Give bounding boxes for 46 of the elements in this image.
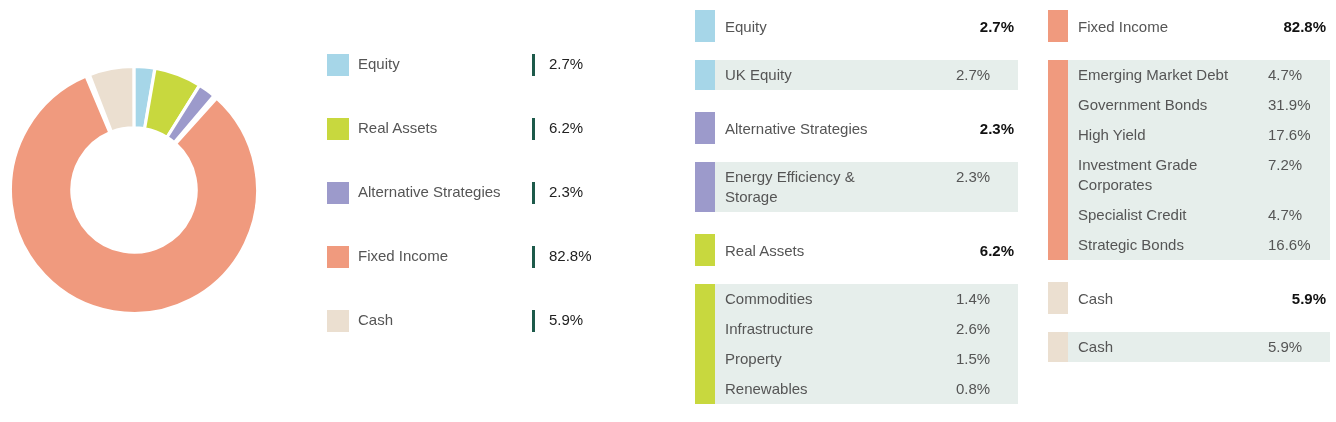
category-label: Cash bbox=[1078, 337, 1114, 357]
text: Alternative Strategies bbox=[724, 119, 869, 137]
text: 2.3% bbox=[956, 168, 991, 185]
category-label: Government Bonds bbox=[1078, 95, 1208, 115]
category-label: Renewables bbox=[725, 379, 808, 399]
text: 5.9% bbox=[1268, 338, 1303, 355]
category-label: Investment Grade Corporates bbox=[1078, 155, 1199, 195]
text: 5.9% bbox=[1291, 289, 1326, 307]
category-label: Emerging Market Debt bbox=[1078, 65, 1229, 85]
category-label: Commodities bbox=[725, 289, 813, 309]
legend-label: Equity bbox=[358, 55, 401, 73]
text: 7.2% bbox=[1268, 156, 1303, 173]
data-label: 5.9% bbox=[549, 311, 584, 329]
text: Real Assets bbox=[724, 241, 806, 259]
legend-label: Fixed Income bbox=[358, 247, 449, 265]
data-label: 6.2% bbox=[549, 119, 584, 137]
text: 16.6% bbox=[1268, 236, 1311, 253]
category-label: Specialist Credit bbox=[1078, 205, 1187, 225]
data-label: 82.8% bbox=[549, 247, 592, 265]
text: 2.7% bbox=[956, 66, 991, 83]
data-label: 2.3% bbox=[549, 183, 584, 201]
text: 17.6% bbox=[1268, 126, 1311, 143]
category-label: Infrastructure bbox=[725, 319, 814, 339]
text: 1.5% bbox=[956, 350, 991, 367]
text: 2.7% bbox=[979, 17, 1014, 35]
category-label: Property bbox=[725, 349, 782, 369]
data-label: 2.7% bbox=[549, 55, 584, 73]
text: 4.7% bbox=[1268, 66, 1303, 83]
legend-label: Cash bbox=[358, 311, 394, 329]
text: 31.9% bbox=[1268, 96, 1311, 113]
legend-label: Alternative Strategies bbox=[358, 183, 501, 201]
text: 6.2% bbox=[979, 241, 1014, 259]
category-label: Energy Efficiency & Storage bbox=[725, 167, 856, 207]
text: 2.3% bbox=[979, 119, 1014, 137]
text: Cash bbox=[1077, 289, 1115, 307]
category-label: High Yield bbox=[1078, 125, 1146, 145]
legend-label: Real Assets bbox=[358, 119, 438, 137]
text: Equity bbox=[724, 17, 768, 35]
text: Fixed Income bbox=[1077, 17, 1170, 35]
text: 1.4% bbox=[956, 290, 991, 307]
text: 4.7% bbox=[1268, 206, 1303, 223]
category-label: Strategic Bonds bbox=[1078, 235, 1184, 255]
text: 2.6% bbox=[956, 320, 991, 337]
text: 82.8% bbox=[1283, 17, 1326, 35]
category-label: UK Equity bbox=[725, 65, 792, 85]
text: 0.8% bbox=[956, 380, 991, 397]
